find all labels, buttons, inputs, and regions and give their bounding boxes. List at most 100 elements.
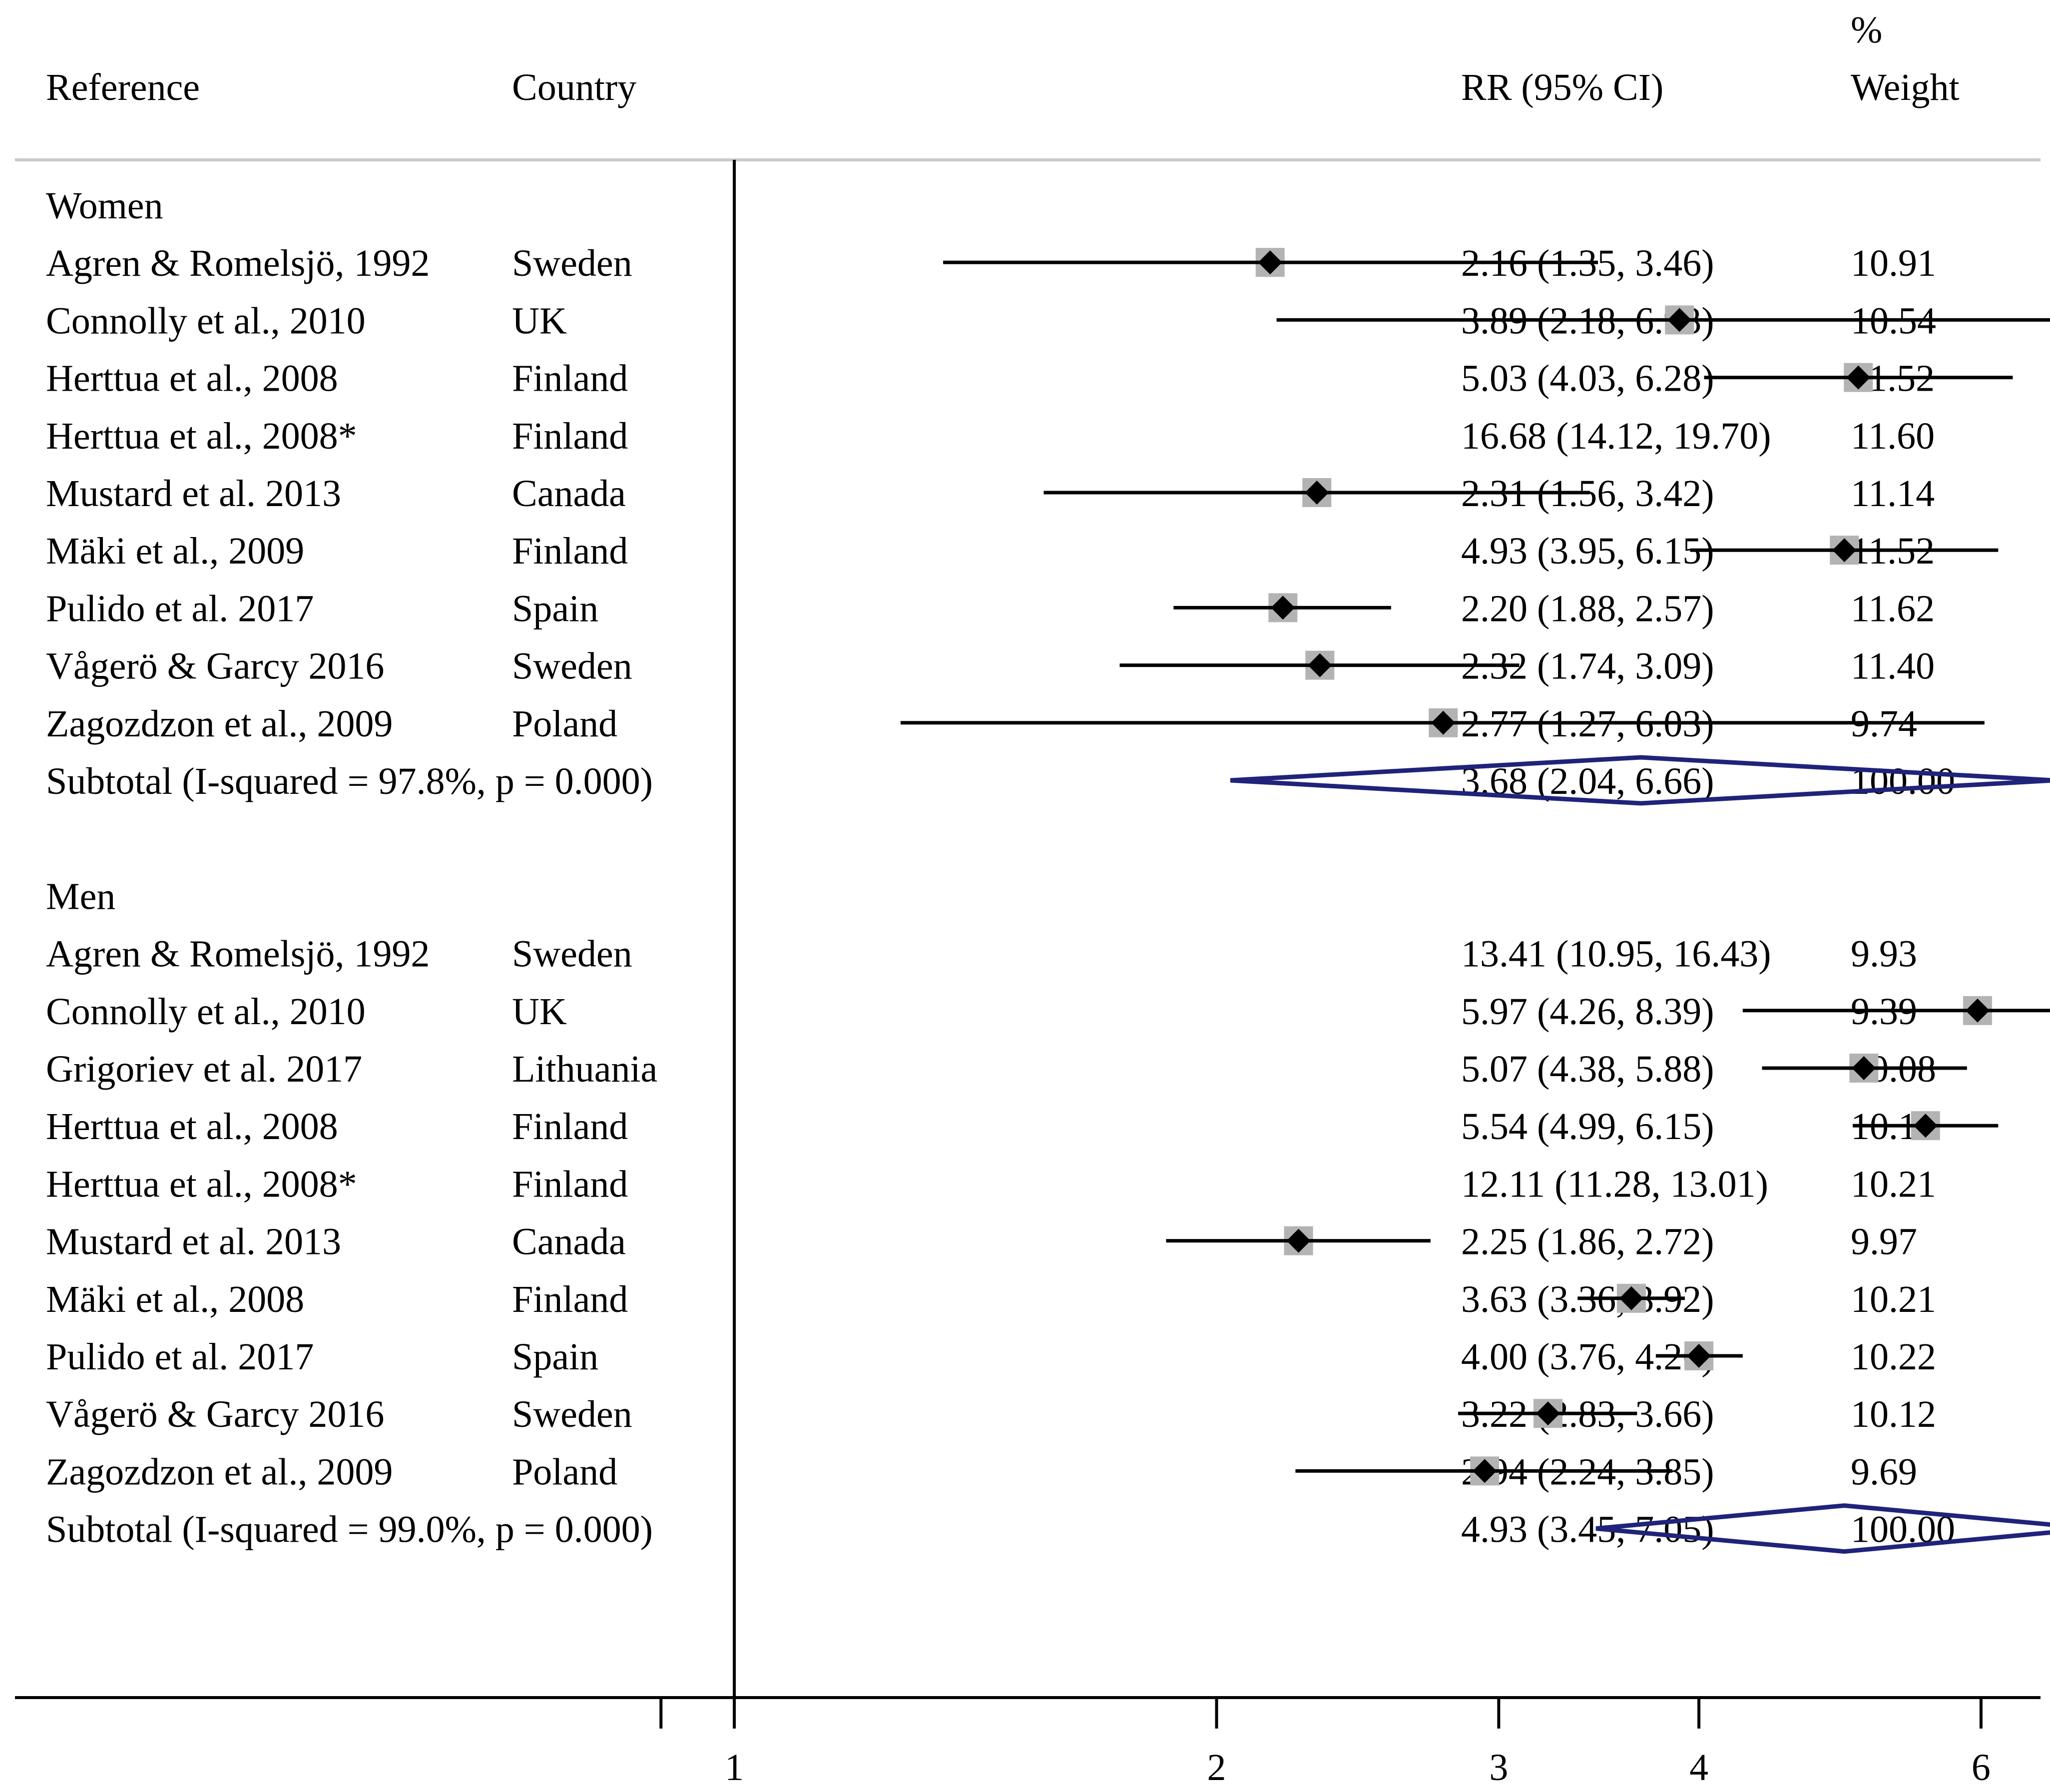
study-country: Sweden	[512, 933, 632, 975]
study-row: Zagozdzon et al., 2009 Poland 2.77 (1.27, …	[46, 703, 1985, 745]
study-row: Agren & Romelsjö, 1992 Sweden 13.41 (10.95…	[46, 933, 1917, 975]
x-tick-label: 3	[1489, 1747, 1508, 1789]
study-row: Mustard et al. 2013 Canada 2.31 (1.56, 3.4…	[46, 473, 1935, 515]
point-estimate-marker	[1619, 1286, 1643, 1310]
header-weight: Weight	[1851, 66, 1960, 108]
study-row: Herttua et al., 2008 Finland 5.54 (4.99, 6…	[46, 1106, 1999, 1148]
header-rr-ci: RR (95% CI)	[1461, 66, 1663, 108]
study-row: Herttua et al., 2008* Finland 12.11 (11.28…	[46, 1163, 1936, 1205]
study-country: Canada	[512, 1221, 626, 1263]
subtotal-label: Subtotal (I-squared = 97.8%, p = 0.000)	[46, 760, 653, 802]
point-estimate-marker	[1308, 653, 1332, 677]
subtotal-diamond	[1595, 1503, 2050, 1554]
study-country: Spain	[512, 588, 598, 629]
study-rr-ci: 4.93 (3.95, 6.15)	[1461, 530, 1714, 572]
subtotal-weight: 100.00	[1851, 760, 1955, 802]
study-row: Herttua et al., 2008* Finland 16.68 (14.12…	[46, 415, 1935, 457]
point-estimate-marker	[1667, 308, 1692, 332]
header-weight-percent: %	[1851, 9, 1882, 51]
study-rr-ci: 5.54 (4.99, 6.15)	[1461, 1106, 1714, 1148]
study-reference: Pulido et al. 2017	[46, 588, 314, 629]
study-row: Mäki et al., 2008 Finland 3.63 (3.36, 3.92…	[46, 1278, 1936, 1320]
point-estimate-marker	[1473, 1459, 1497, 1483]
subtotal-row: Subtotal (I-squared = 99.0%, p = 0.000) 4…	[46, 1503, 2050, 1554]
x-tick-label: 1	[725, 1747, 744, 1789]
study-reference: Herttua et al., 2008	[46, 358, 338, 400]
study-reference: Mäki et al., 2008	[46, 1278, 304, 1320]
study-reference: Zagozdzon et al., 2009	[46, 703, 393, 745]
header-country: Country	[512, 66, 636, 108]
study-row: Pulido et al. 2017 Spain 2.20 (1.88, 2.57)…	[46, 588, 1935, 629]
study-weight: 10.21	[1851, 1278, 1936, 1320]
study-weight: 10.91	[1851, 242, 1936, 284]
study-country: Lithuania	[512, 1048, 657, 1090]
study-weight: 9.97	[1851, 1221, 1917, 1263]
study-rr-ci: 12.11 (11.28, 13.01)	[1461, 1163, 1768, 1205]
study-country: Canada	[512, 473, 626, 515]
study-reference: Agren & Romelsjö, 1992	[46, 933, 430, 975]
study-rr-ci: 5.03 (4.03, 6.28)	[1461, 358, 1714, 400]
subtotal-row: Subtotal (I-squared = 97.8%, p = 0.000) 3…	[46, 755, 2050, 806]
study-reference: Vågerö & Garcy 2016	[46, 1393, 384, 1435]
study-row: Grigoriev et al. 2017 Lithuania 5.07 (4.38…	[46, 1048, 1967, 1090]
study-row: Agren & Romelsjö, 1992 Sweden 2.16 (1.35, …	[46, 242, 1936, 284]
point-estimate-marker	[1258, 250, 1282, 275]
study-reference: Mustard et al. 2013	[46, 1221, 341, 1263]
x-tick-label: 6	[1972, 1747, 1991, 1789]
subtotal-rr-ci: 4.93 (3.45, 7.05)	[1461, 1509, 1714, 1551]
study-weight: 10.22	[1851, 1336, 1936, 1378]
study-country: Finland	[512, 415, 628, 457]
header-reference: Reference	[46, 66, 200, 108]
study-reference: Agren & Romelsjö, 1992	[46, 242, 430, 284]
study-country: Poland	[512, 703, 617, 745]
point-estimate-marker	[1687, 1344, 1711, 1368]
point-estimate-marker	[1431, 710, 1456, 735]
study-country: Finland	[512, 1106, 628, 1148]
study-country: Sweden	[512, 1393, 632, 1435]
study-reference: Connolly et al., 2010	[46, 991, 366, 1033]
study-country: Sweden	[512, 242, 632, 284]
study-reference: Grigoriev et al. 2017	[46, 1048, 362, 1090]
study-rr-ci: 2.25 (1.86, 2.72)	[1461, 1221, 1714, 1263]
study-country: Spain	[512, 1336, 598, 1378]
study-rr-ci: 16.68 (14.12, 19.70)	[1461, 415, 1771, 457]
study-row: Pulido et al. 2017 Spain 4.00 (3.76, 4.26)…	[46, 1336, 1936, 1378]
study-rr-ci: 2.20 (1.88, 2.57)	[1461, 588, 1714, 629]
study-country: Finland	[512, 530, 628, 572]
point-estimate-marker	[1271, 596, 1295, 620]
point-estimate-marker	[1852, 1056, 1876, 1080]
study-weight: 9.69	[1851, 1451, 1917, 1493]
x-axis: 123468101520	[15, 160, 2041, 1789]
study-weight: 11.60	[1851, 415, 1935, 457]
study-country: Sweden	[512, 645, 632, 687]
study-row: Mäki et al., 2009 Finland 4.93 (3.95, 6.15…	[46, 530, 1999, 572]
study-reference: Vågerö & Garcy 2016	[46, 645, 384, 687]
study-reference: Zagozdzon et al., 2009	[46, 1451, 393, 1493]
study-reference: Herttua et al., 2008*	[46, 415, 357, 457]
study-country: Finland	[512, 358, 628, 400]
group-label: Men	[46, 875, 115, 917]
study-row: Vågerö & Garcy 2016 Sweden 3.22 (2.83, 3.6…	[46, 1393, 1936, 1435]
group-label: Women	[46, 185, 163, 227]
study-weight: 10.12	[1851, 1393, 1936, 1435]
point-estimate-marker	[1965, 998, 1990, 1023]
study-country: Poland	[512, 1451, 617, 1493]
study-reference: Mäki et al., 2009	[46, 530, 304, 572]
study-reference: Herttua et al., 2008	[46, 1106, 338, 1148]
study-row: Vågerö & Garcy 2016 Sweden 2.32 (1.74, 3.0…	[46, 645, 1935, 687]
point-estimate-marker	[1536, 1401, 1560, 1426]
study-reference: Connolly et al., 2010	[46, 300, 366, 342]
study-reference: Pulido et al. 2017	[46, 1336, 314, 1378]
study-country: Finland	[512, 1278, 628, 1320]
subtotal-label: Subtotal (I-squared = 99.0%, p = 0.000)	[46, 1509, 653, 1551]
table-header: Reference Country RR (95% CI) % Weight	[46, 9, 1960, 108]
point-estimate-marker	[1286, 1228, 1311, 1253]
study-weight: 11.40	[1851, 645, 1935, 687]
study-country: Finland	[512, 1163, 628, 1205]
point-estimate-marker	[1913, 1114, 1938, 1138]
study-country: UK	[512, 300, 567, 342]
study-weight: 11.14	[1851, 473, 1935, 515]
study-row: Connolly et al., 2010 UK 5.97 (4.26, 8.39)…	[46, 991, 2050, 1033]
